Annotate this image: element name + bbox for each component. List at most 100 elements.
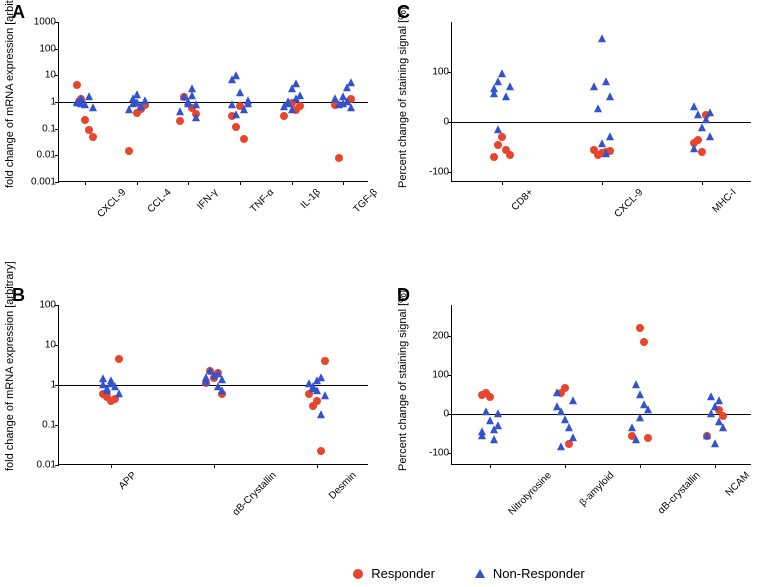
responder-point <box>317 447 325 455</box>
nonresponder-point <box>236 89 244 97</box>
x-tick-mark <box>214 464 215 468</box>
nonresponder-point <box>494 125 502 133</box>
panel-d: D -1000100200Nitrotyrosineβ-amyloidαB-cr… <box>389 283 778 566</box>
x-tick-label: IFN-γ <box>195 187 220 212</box>
nonresponder-point <box>313 376 321 384</box>
nonresponder-point <box>176 107 184 115</box>
x-tick-mark <box>602 181 603 185</box>
nonresponder-point <box>602 77 610 85</box>
responder-point <box>561 384 569 392</box>
responder-point <box>486 393 494 401</box>
nonresponder-point <box>218 386 226 394</box>
y-tick-mark <box>55 425 59 426</box>
nonresponder-point <box>99 374 107 382</box>
x-tick-mark <box>111 464 112 468</box>
legend: Responder Non-Responder <box>0 566 778 587</box>
nonresponder-point <box>606 92 614 100</box>
nonresponder-triangle-icon <box>475 569 485 578</box>
y-tick-mark <box>448 72 452 73</box>
nonresponder-point <box>133 98 141 106</box>
nonresponder-point <box>482 408 490 416</box>
responder-point <box>506 151 514 159</box>
x-tick-label: MHC-I <box>710 187 738 215</box>
plot-area: -1000100200Nitrotyrosineβ-amyloidαB-crys… <box>451 305 751 465</box>
x-tick-label: Nitrotyrosine <box>506 470 553 517</box>
nonresponder-point <box>606 132 614 140</box>
y-axis-label: fold change of mRNA expression [arbitrar… <box>4 28 16 188</box>
x-tick-mark <box>502 181 503 185</box>
x-tick-mark <box>137 181 138 185</box>
y-axis-label: fold change of mRNA expression [arbitrar… <box>4 311 16 471</box>
y-axis-label: Percent change of staining signal [%] <box>397 311 409 471</box>
x-tick-mark <box>85 181 86 185</box>
reference-line <box>59 102 368 103</box>
responder-point <box>125 147 133 155</box>
nonresponder-point <box>719 423 727 431</box>
x-tick-mark <box>565 464 566 468</box>
y-axis-label: Percent change of staining signal [%] <box>397 28 409 188</box>
x-tick-label: CXCL-9 <box>612 187 645 220</box>
x-tick-label: CCL-4 <box>145 187 173 215</box>
nonresponder-point <box>347 78 355 86</box>
responder-point <box>176 117 184 125</box>
responder-point <box>644 434 652 442</box>
nonresponder-point <box>707 392 715 400</box>
nonresponder-point <box>317 410 325 418</box>
nonresponder-point <box>292 94 300 102</box>
nonresponder-point <box>321 391 329 399</box>
y-tick-mark <box>55 75 59 76</box>
nonresponder-point <box>85 92 93 100</box>
nonresponder-point <box>690 102 698 110</box>
nonresponder-point <box>711 439 719 447</box>
x-tick-mark <box>292 181 293 185</box>
nonresponder-point <box>335 100 343 108</box>
x-tick-mark <box>702 181 703 185</box>
nonresponder-point <box>569 433 577 441</box>
nonresponder-point <box>89 103 97 111</box>
responder-point <box>280 112 288 120</box>
y-tick-mark <box>55 345 59 346</box>
x-tick-mark <box>490 464 491 468</box>
panel-c: C -1000100CD8+CXCL-9MHC-IPercent change … <box>389 0 778 283</box>
responder-point <box>335 154 343 162</box>
responder-point <box>296 102 304 110</box>
nonresponder-point <box>490 84 498 92</box>
responder-point <box>115 355 123 363</box>
nonresponder-point <box>632 435 640 443</box>
responder-point <box>81 116 89 124</box>
responder-point <box>694 136 702 144</box>
nonresponder-point <box>141 96 149 104</box>
nonresponder-point <box>632 380 640 388</box>
x-tick-label: TGF-β <box>352 187 380 215</box>
x-tick-label: IL-1β <box>298 187 322 211</box>
nonresponder-point <box>309 384 317 392</box>
x-tick-label: Desmin <box>327 470 359 502</box>
nonresponder-point <box>486 416 494 424</box>
nonresponder-point <box>494 421 502 429</box>
nonresponder-point <box>565 423 573 431</box>
plot-area: 0.0010.010.11101001000CXCL-9CCL-4IFN-γTN… <box>58 22 368 182</box>
x-tick-mark <box>317 464 318 468</box>
nonresponder-point <box>644 406 652 414</box>
nonresponder-point <box>628 423 636 431</box>
responder-circle-icon <box>353 569 363 579</box>
y-tick-mark <box>55 305 59 306</box>
x-tick-label: CD8+ <box>510 187 536 213</box>
nonresponder-point <box>598 34 606 42</box>
nonresponder-point <box>690 144 698 152</box>
nonresponder-point <box>347 103 355 111</box>
x-tick-label: TNF-α <box>248 187 276 215</box>
nonresponder-point <box>77 99 85 107</box>
nonresponder-point <box>240 105 248 113</box>
x-tick-label: αB-Crystallin <box>231 470 279 518</box>
responder-point <box>490 153 498 161</box>
nonresponder-point <box>244 96 252 104</box>
plot-area: 0.010.1110100APPαB-CrystallinDesmin <box>58 305 368 465</box>
nonresponder-point <box>292 79 300 87</box>
nonresponder-point <box>490 435 498 443</box>
plot-area: -1000100CD8+CXCL-9MHC-I <box>451 22 751 182</box>
legend-responder-label: Responder <box>371 566 435 581</box>
x-tick-label: β-amyloid <box>577 470 616 509</box>
nonresponder-point <box>590 82 598 90</box>
nonresponder-point <box>702 115 710 123</box>
